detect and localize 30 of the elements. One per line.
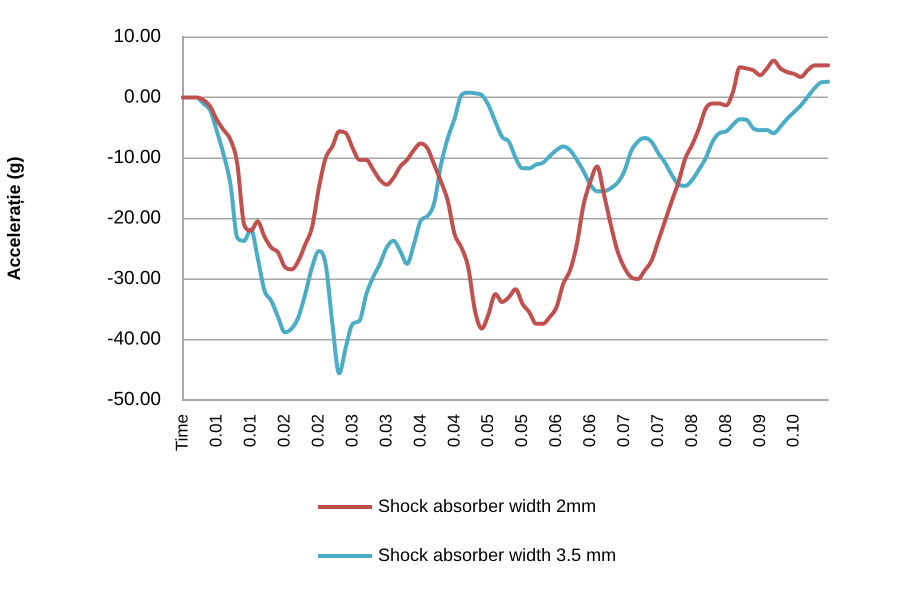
x-tick-label: 0.08 [716,414,735,448]
y-tick-label: 0.00 [124,86,161,108]
y-tick-label: -40.00 [107,328,161,350]
legend-label: Shock absorber width 2mm [378,496,596,517]
x-tick-label: 0.07 [648,414,667,448]
x-tick-label: 0.02 [274,414,294,448]
y-axis-title: Accelerație (g) [4,156,25,281]
y-tick-label: -10.00 [107,147,161,168]
x-tick-label: 0.06 [546,414,566,448]
x-tick-label: 0.08 [682,414,701,448]
y-tick-label: 10.00 [113,26,161,48]
x-tick-label: 0.10 [784,414,803,448]
line-series [181,58,830,331]
x-tick-label: 0.03 [376,414,396,448]
x-tick-label: 0.07 [614,414,634,448]
x-tick-label: 0.03 [342,414,362,448]
x-tick-label: 0.01 [240,414,260,448]
x-tick-label: 0.09 [750,414,769,448]
x-tick-label: 0.06 [580,414,600,448]
x-tick-label: 0.02 [308,414,328,448]
y-tick-label: -20.00 [107,208,161,229]
legend-label: Shock absorber width 3.5 mm [378,545,616,566]
x-tick-label: Time [172,414,192,452]
y-tick-label: -30.00 [107,268,161,290]
x-tick-label: 0.05 [478,414,498,448]
y-tick-label: -50.00 [107,389,161,410]
x-tick-label: 0.05 [512,414,532,448]
x-tick-label: 0.04 [410,414,430,448]
x-tick-label: 0.04 [444,414,464,448]
x-tick-label: 0.01 [206,414,226,448]
